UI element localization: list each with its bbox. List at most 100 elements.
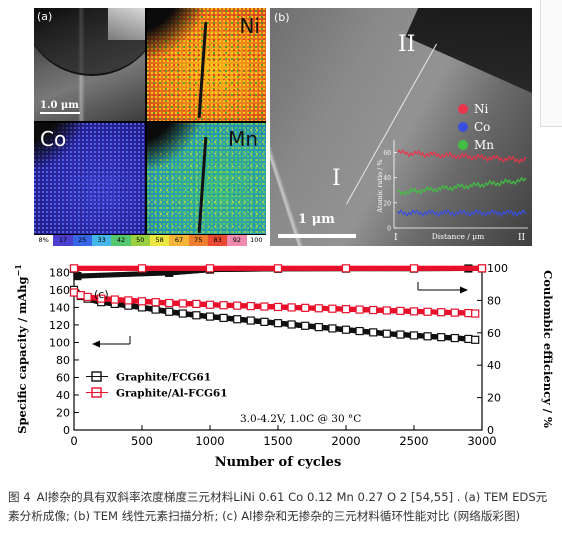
panel-a-eds-maps: (a) 1.0 μm Ni Co Mn 8% 17 25 33 42 50 58 67 75 83…: [34, 8, 266, 246]
panel-c-cycling-chart: 0 500 1000 1500 2000 2500 3000 020406080100120…: [13, 262, 555, 470]
series-2-band-1-22: [142, 271, 148, 277]
series-1-point-6: [137, 297, 147, 306]
series-1-point-17: [287, 303, 296, 312]
y2-tick-label-1: 20: [487, 392, 501, 405]
mn-map: Mn: [147, 123, 266, 234]
co-map: Co: [34, 123, 145, 234]
legend-swatch-3: 33: [91, 235, 112, 246]
series-2-band-1-9: [102, 272, 108, 278]
series-1-point-8: [165, 298, 174, 308]
ni-map-label: Ni: [239, 14, 260, 38]
series-1-point-25: [396, 306, 405, 316]
y2-tick-label-2: 40: [487, 359, 501, 372]
x-tick-label-3: 1500: [263, 434, 292, 448]
legend-swatch-4: 42: [111, 235, 131, 246]
series-1-point-12: [219, 301, 228, 310]
x-axis-ticks: 0 500 1000 1500 2000 2500 3000: [70, 425, 497, 448]
series-0-point-13: [233, 315, 242, 324]
panel-c-letter: (c): [94, 288, 109, 301]
y2-tick-label-0: 0: [487, 424, 494, 437]
panel-a-color-legend: 8% 17 25 33 42 50 58 67 75 83 92 100: [34, 235, 266, 246]
series-1-point-13: [233, 301, 242, 310]
series-layer: [69, 264, 487, 344]
series-3-point-0: [69, 264, 79, 273]
series-2-band-1-28: [160, 270, 166, 276]
series-2-band-1-27: [157, 270, 163, 276]
series-2-band-1-26: [154, 270, 160, 276]
series-2-band-1-24: [148, 271, 154, 277]
series-0-point-28: [437, 333, 446, 342]
y2-axis-label: Coulombic efficiency / %: [541, 270, 555, 428]
series-2-band-1-11: [108, 272, 114, 278]
x-tick-label-4: 2000: [331, 434, 360, 448]
series-0-point-22: [355, 326, 364, 336]
inset-ytick-label-2: 40: [383, 175, 391, 182]
series-2-band-1-25: [151, 270, 157, 276]
mn-map-crack: [197, 137, 208, 233]
inset-series-mn: [397, 176, 527, 196]
series-1-point-19: [314, 304, 323, 313]
ni-map: Ni: [147, 8, 266, 121]
y-tick-label-6: 120: [49, 319, 70, 332]
legend-mn: Mn: [458, 138, 494, 152]
series-0-point-11: [205, 312, 215, 321]
series-0-point-9: [178, 309, 187, 318]
panel-a-scale-bar: 1.0 μm: [40, 100, 80, 114]
series-2-point-1: [73, 271, 82, 281]
series-0-point-30: [464, 334, 473, 344]
series-1-point-30: [464, 308, 473, 318]
panel-b-scale-line: [278, 234, 356, 238]
series-2-band-1-20: [136, 271, 142, 277]
inset-series-co: [397, 208, 527, 218]
y-axis-label: Specific capacity / mAhg−1: [13, 264, 29, 434]
y-axis-label-superscript: −1: [13, 264, 23, 276]
series-1-point-11: [205, 300, 215, 309]
series-0-point-20: [328, 324, 337, 333]
legend-swatch-7: 67: [169, 235, 189, 246]
series-0-point-12: [219, 313, 228, 323]
series-2-band-1-5: [90, 273, 96, 279]
inset-x-end: II: [518, 233, 526, 243]
series-2-band-1-17: [126, 271, 132, 277]
series-2-band-1-4: [87, 273, 93, 279]
x-axis-label: Number of cycles: [215, 455, 342, 470]
series-0-point-29: [450, 333, 459, 343]
series-0-point-25: [396, 330, 405, 339]
series-2-band-1-16: [123, 271, 129, 277]
legend-swatch-6: 58: [149, 235, 170, 246]
left-axis-arrow-head: [92, 340, 100, 348]
series-0-point-19: [314, 323, 323, 332]
y-tick-label-5: 100: [49, 336, 70, 349]
y-tick-label-9: 180: [49, 266, 70, 279]
legend-swatch-0: 8%: [34, 235, 54, 246]
inset-ytick-label-1: 20: [383, 200, 391, 207]
series-2-band-1-21: [139, 271, 145, 277]
series-0-point-7: [151, 305, 160, 314]
series-0-point-24: [382, 329, 391, 338]
caption-text: Al掺杂的具有双斜率浓度梯度三元材料LiNi 0.61 Co 0.12 Mn 0…: [8, 490, 548, 523]
co-map-label: Co: [40, 127, 67, 151]
series-2-band-1-14: [117, 272, 123, 278]
x-tick-label-2: 1000: [195, 434, 224, 448]
mn-map-label: Mn: [228, 127, 258, 151]
series-1-point-22: [355, 305, 364, 314]
series-2-band-1-19: [133, 271, 139, 277]
caption-figure-number: 图 4: [8, 490, 31, 504]
y2-tick-label-4: 80: [487, 294, 501, 307]
y-axis-label-main: Specific capacity / mAhg: [15, 276, 29, 433]
panel-b-line-scan: (b) II I 1 μm Ni Co Mn 0 20 40 60 Atomic ra…: [270, 8, 532, 246]
legend-swatch-10: 92: [227, 235, 247, 246]
legend-co: Co: [458, 120, 490, 134]
right-axis-arrow-head: [460, 286, 468, 294]
legend-label-al-fcg61: Graphite/Al-FCG61: [116, 388, 228, 400]
series-0-point-16: [273, 319, 283, 328]
series-0-point-26: [409, 331, 419, 340]
inset-series-ni: [397, 148, 527, 164]
y-tick-label-4: 80: [56, 354, 70, 367]
series-2-band-1-3: [84, 273, 90, 279]
series-1-point-21: [341, 305, 351, 314]
x-tick-label-5: 2500: [399, 434, 428, 448]
series-1-point-24: [382, 306, 391, 315]
series-1-point-9: [178, 299, 187, 308]
